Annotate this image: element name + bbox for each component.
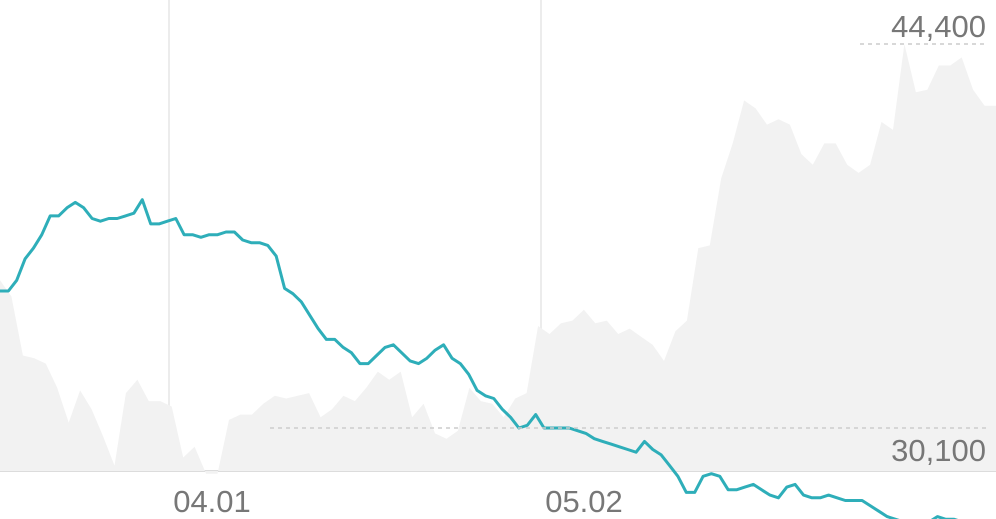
- extent-markers: [270, 43, 986, 429]
- series-layer: [0, 198, 959, 519]
- series-line-0: [0, 198, 959, 519]
- background-area: [0, 44, 996, 474]
- labels: 44,400 30,100 04.01 05.02: [173, 9, 986, 519]
- background-area-layer: [0, 44, 996, 474]
- y-min-label: 30,100: [891, 433, 986, 468]
- x-tick-label-0: 04.01: [173, 484, 251, 519]
- x-tick-label-1: 05.02: [545, 484, 623, 519]
- y-max-label: 44,400: [891, 9, 986, 44]
